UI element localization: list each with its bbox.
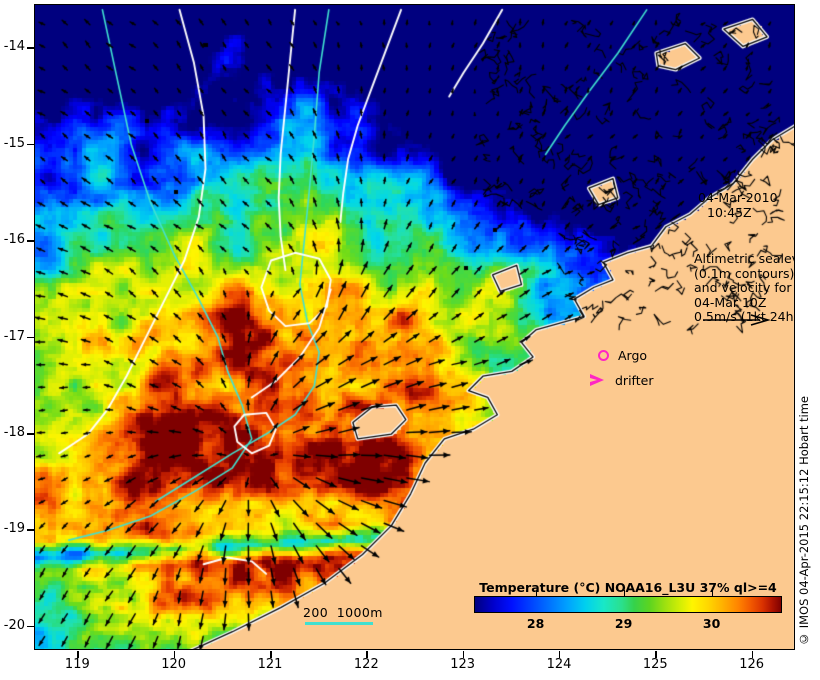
x-tick-mark (173, 651, 176, 658)
y-tick-mark (27, 336, 34, 339)
y-tick-label-neg16: -16 (3, 232, 25, 248)
x-tick-mark (366, 651, 368, 658)
y-tick-mark (27, 433, 34, 435)
colorbar-tick-label-28: 28 (526, 616, 545, 631)
drifter-legend-entry: drifter (587, 372, 653, 388)
x-tick-label-126: 126 (739, 657, 765, 672)
x-tick-mark (751, 651, 754, 658)
argo-label: Argo (618, 348, 648, 363)
x-tick-mark (655, 651, 657, 658)
argo-legend-entry: Argo (598, 348, 647, 363)
colorbar-title: Temperature (°C) NOAA16_L3U 37% ql>=4 (479, 580, 777, 595)
drifter-chevron-icon (590, 374, 604, 386)
x-tick-label-123: 123 (450, 657, 476, 672)
y-tick-mark (27, 143, 34, 146)
bathymetry-scale-label: 200 1000m (303, 605, 383, 620)
y-tick-label-neg20: -20 (3, 617, 25, 633)
x-tick-mark (270, 651, 272, 658)
velocity-scale-arrow-icon (703, 314, 770, 326)
drifter-label: drifter (615, 372, 654, 388)
y-tick-label-neg18: -18 (3, 425, 25, 441)
x-tick-mark (558, 651, 561, 658)
argo-circle-icon (598, 350, 609, 361)
y-tick-mark (27, 625, 34, 628)
x-tick-mark (77, 651, 79, 658)
datestamp-date: 04-Mar-2010 (698, 190, 778, 205)
x-tick-label-121: 121 (257, 657, 283, 672)
colorbar-tick-mark (623, 590, 626, 596)
y-tick-mark (27, 529, 34, 531)
y-tick-label-neg15: -15 (3, 135, 25, 151)
colorbar-tick-label-30: 30 (702, 616, 721, 631)
x-tick-label-125: 125 (642, 657, 668, 672)
map-datestamp: 04-Mar-2010 10:45Z (698, 190, 778, 220)
colorbar[interactable]: 28 29 30 (474, 590, 782, 631)
colorbar-tick-mark (711, 590, 714, 596)
colorbar-tick-label-29: 29 (614, 616, 633, 631)
y-tick-mark (27, 47, 34, 49)
y-tick-label-neg17: -17 (3, 328, 25, 344)
altimetry-note: Altimetric sealevel (0.1m contours) and … (694, 251, 795, 324)
datestamp-time: 10:45Z (707, 204, 752, 220)
colorbar-tick-mark (535, 590, 538, 596)
y-tick-mark (27, 240, 34, 242)
bathymetry-scale-line (305, 622, 373, 625)
bathymetry-scale-legend: 200 1000m (303, 605, 383, 625)
overlay-vectors-contours-layer (35, 5, 794, 649)
y-tick-label-neg14: -14 (3, 39, 25, 55)
x-tick-label-122: 122 (353, 657, 379, 672)
x-tick-label-124: 124 (546, 657, 572, 672)
x-tick-mark (462, 651, 465, 658)
x-tick-label-119: 119 (64, 657, 90, 672)
colorbar-gradient (474, 596, 782, 613)
x-tick-label-120: 120 (161, 657, 187, 672)
y-tick-label-neg19: -19 (3, 521, 25, 537)
credit-text: © IMOS 04-Apr-2015 22:15:12 Hobart time (797, 396, 811, 646)
